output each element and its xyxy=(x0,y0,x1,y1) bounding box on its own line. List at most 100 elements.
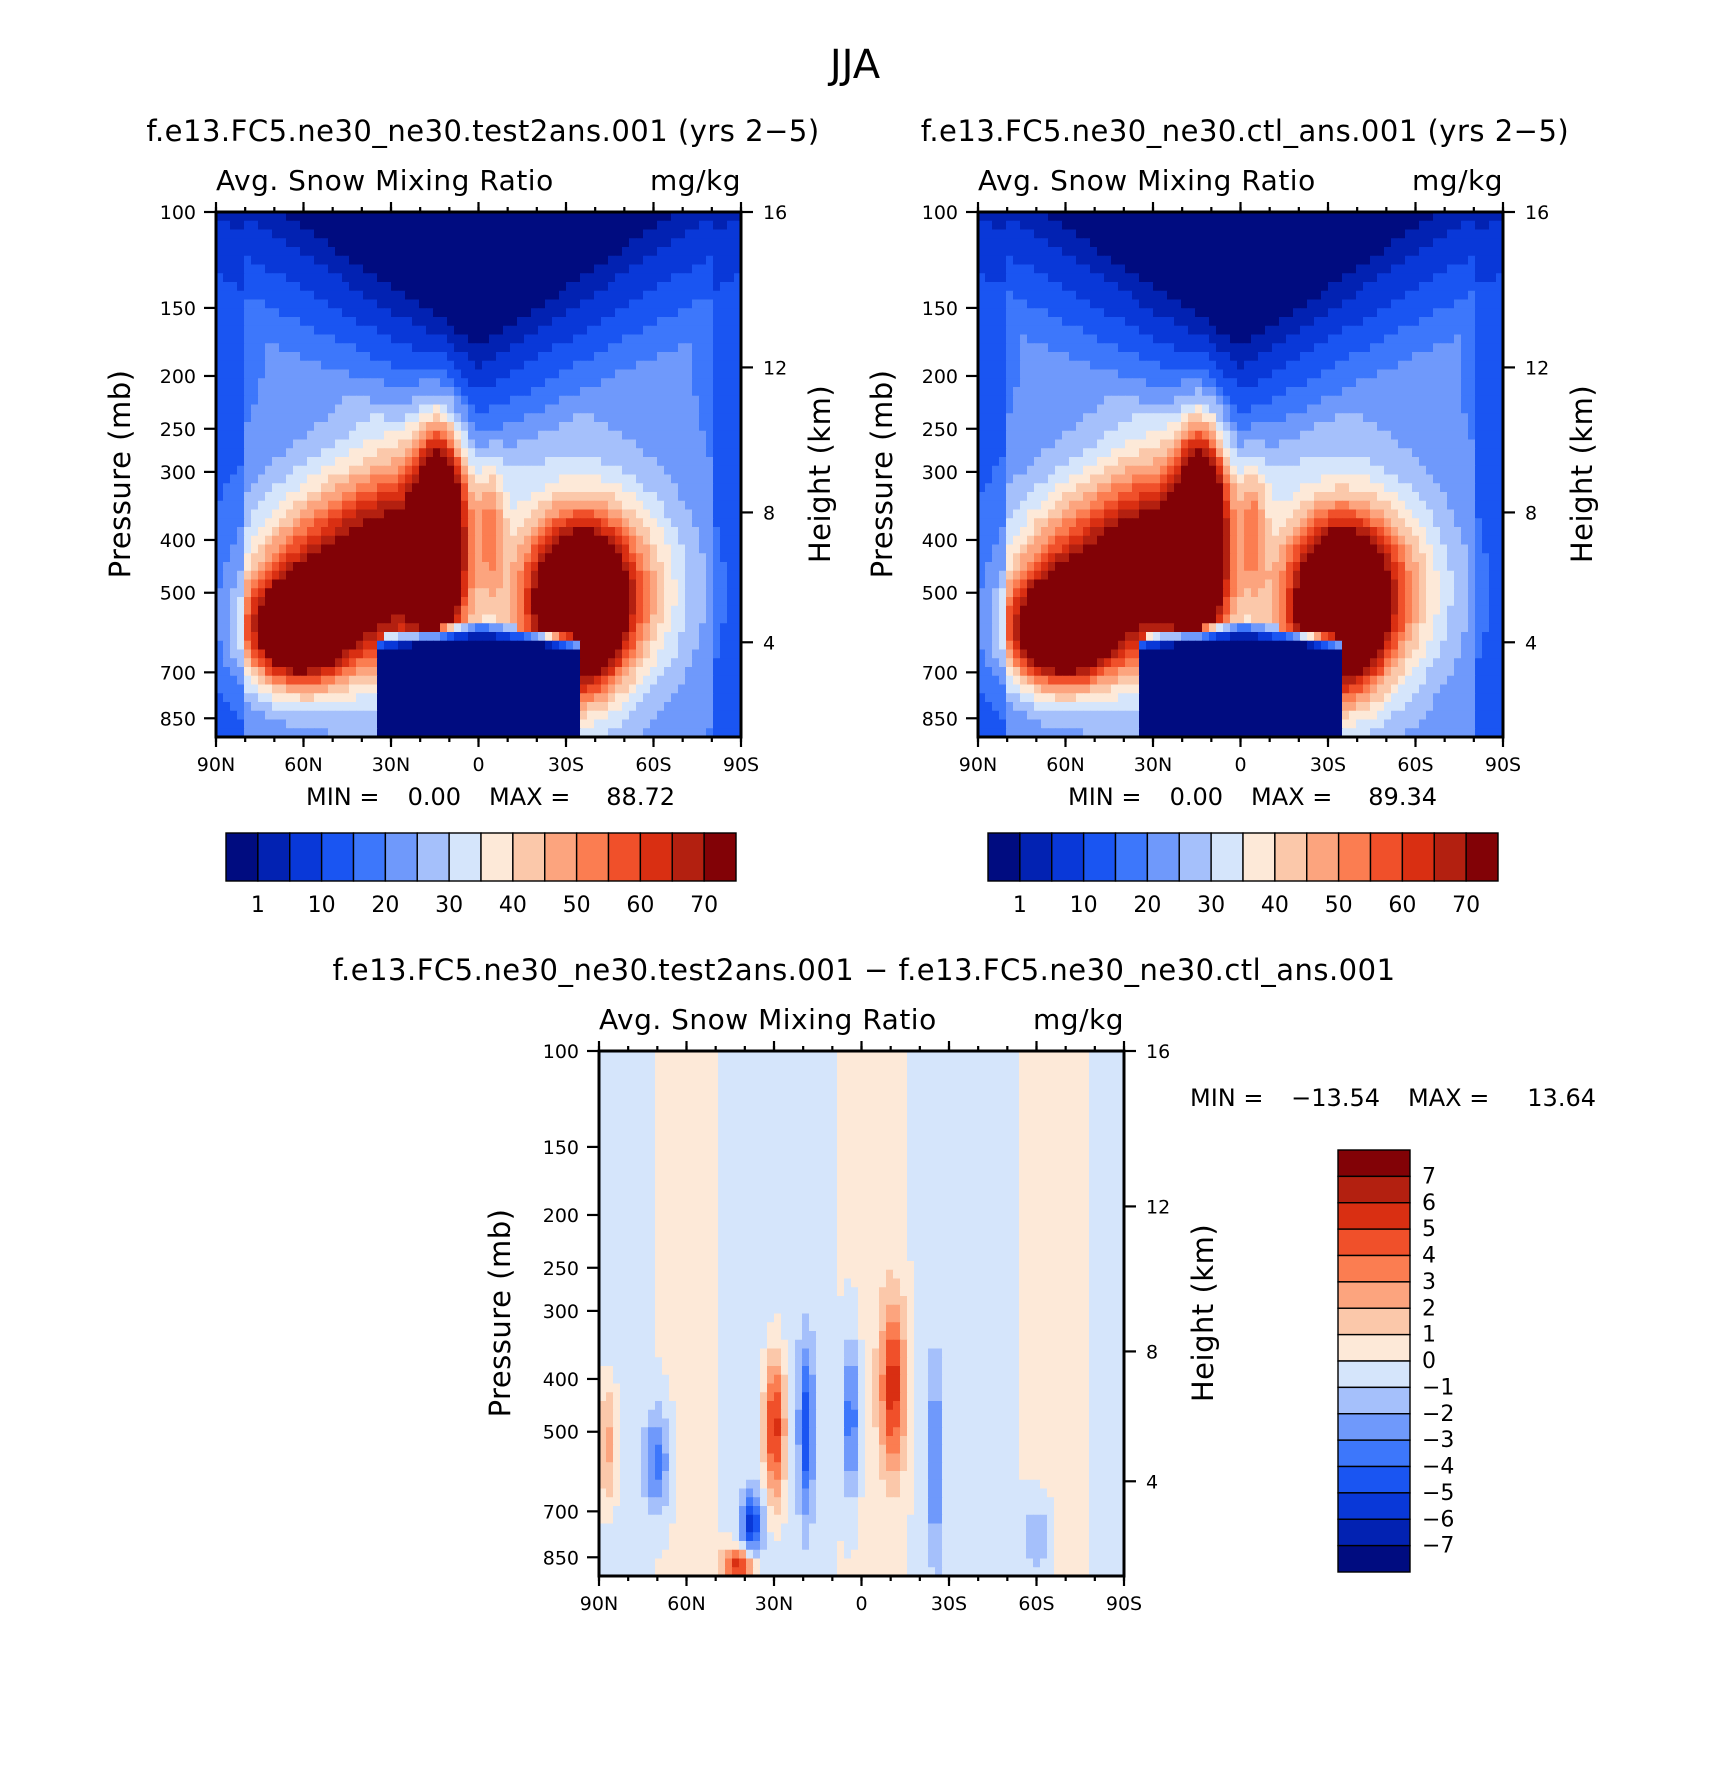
heatmap-cell xyxy=(706,273,714,283)
heatmap-cell xyxy=(1489,238,1497,248)
heatmap-cell xyxy=(545,518,553,528)
heatmap-cell xyxy=(279,640,287,651)
heatmap-cell xyxy=(1195,238,1203,248)
heatmap-cell xyxy=(461,369,469,379)
heatmap-cell xyxy=(643,649,651,659)
heatmap-cell xyxy=(237,640,245,651)
heatmap-cell xyxy=(1398,220,1406,231)
heatmap-cell xyxy=(447,290,455,301)
heatmap-cell xyxy=(622,439,630,449)
heatmap-cell xyxy=(587,675,595,686)
heatmap-cell xyxy=(258,623,266,633)
heatmap-cell xyxy=(678,465,686,476)
heatmap-cell xyxy=(524,562,532,572)
heatmap-cell xyxy=(300,448,308,458)
heatmap-cell xyxy=(370,282,378,292)
heatmap-cell xyxy=(517,264,525,274)
heatmap-cell xyxy=(671,728,679,738)
heatmap-cell xyxy=(1111,212,1119,222)
heatmap-cell xyxy=(566,448,574,458)
heatmap-cell xyxy=(566,299,574,309)
heatmap-cell xyxy=(321,518,329,528)
heatmap-cell xyxy=(587,282,595,292)
heatmap-cell xyxy=(489,562,497,572)
heatmap-cell xyxy=(573,562,581,572)
heatmap-cell xyxy=(328,378,336,388)
heatmap-cell xyxy=(461,544,469,554)
heatmap-cell xyxy=(594,474,602,484)
heatmap-cell xyxy=(468,212,476,222)
heatmap-cell xyxy=(496,465,504,476)
heatmap-cell xyxy=(517,229,525,239)
heatmap-cell xyxy=(510,220,518,231)
heatmap-cell xyxy=(580,509,588,519)
heatmap-cell xyxy=(643,684,651,694)
heatmap-cell xyxy=(216,238,224,248)
heatmap-cell xyxy=(447,693,455,703)
heatmap-cell xyxy=(258,544,266,554)
heatmap-cell xyxy=(524,614,532,624)
heatmap-cell xyxy=(1167,220,1175,231)
heatmap-cell xyxy=(601,308,609,318)
heatmap-cell xyxy=(538,509,546,519)
heatmap-cell xyxy=(216,273,224,283)
heatmap-cell xyxy=(426,623,434,633)
heatmap-cell xyxy=(356,334,364,344)
heatmap-cell xyxy=(286,334,294,344)
heatmap-cell xyxy=(279,317,287,327)
heatmap-cell xyxy=(440,605,448,616)
heatmap-cell xyxy=(1195,229,1203,239)
heatmap-cell xyxy=(475,710,483,721)
heatmap-cell xyxy=(657,413,665,423)
heatmap-cell xyxy=(1013,238,1021,248)
heatmap-cell xyxy=(622,290,630,301)
heatmap-cell xyxy=(1342,229,1350,239)
heatmap-cell xyxy=(293,352,301,362)
heatmap-cell xyxy=(615,325,623,336)
heatmap-cell xyxy=(377,492,385,502)
heatmap-cell xyxy=(412,527,420,537)
heatmap-cell xyxy=(643,413,651,423)
heatmap-cell xyxy=(552,334,560,344)
heatmap-cell xyxy=(524,474,532,484)
heatmap-cell xyxy=(594,334,602,344)
heatmap-cell xyxy=(412,667,420,677)
heatmap-cell xyxy=(608,325,616,336)
heatmap-cell xyxy=(524,500,532,511)
heatmap-cell xyxy=(664,413,672,423)
heatmap-cell xyxy=(349,649,357,659)
heatmap-cell xyxy=(1076,212,1084,222)
heatmap-cell xyxy=(1398,238,1406,248)
heatmap-cell xyxy=(573,317,581,327)
heatmap-cell xyxy=(405,562,413,572)
heatmap-cell xyxy=(1356,229,1364,239)
heatmap-cell xyxy=(482,212,490,222)
heatmap-cell xyxy=(503,518,511,528)
heatmap-cell xyxy=(461,255,469,266)
heatmap-cell xyxy=(538,264,546,274)
heatmap-cell xyxy=(552,299,560,309)
panel-test-max-value: 88.72 xyxy=(606,783,675,811)
heatmap-cell xyxy=(510,404,518,414)
heatmap-cell xyxy=(685,492,693,502)
heatmap-cell xyxy=(559,457,567,467)
heatmap-cell xyxy=(650,579,658,589)
y2-tick-label: 8 xyxy=(763,502,775,524)
heatmap-cell xyxy=(685,290,693,301)
heatmap-cell xyxy=(426,474,434,484)
heatmap-cell xyxy=(314,465,322,476)
heatmap-cell xyxy=(608,719,616,729)
heatmap-cell xyxy=(1433,229,1441,239)
heatmap-cell xyxy=(594,413,602,423)
heatmap-cell xyxy=(692,282,700,292)
heatmap-cell xyxy=(272,325,280,336)
heatmap-cell xyxy=(545,255,553,266)
heatmap-cell xyxy=(510,693,518,703)
heatmap-cell xyxy=(405,369,413,379)
heatmap-cell xyxy=(650,264,658,274)
heatmap-cell xyxy=(230,527,238,537)
heatmap-cell xyxy=(258,474,266,484)
heatmap-cell xyxy=(398,614,406,624)
heatmap-cell xyxy=(258,369,266,379)
heatmap-cell xyxy=(538,658,546,668)
